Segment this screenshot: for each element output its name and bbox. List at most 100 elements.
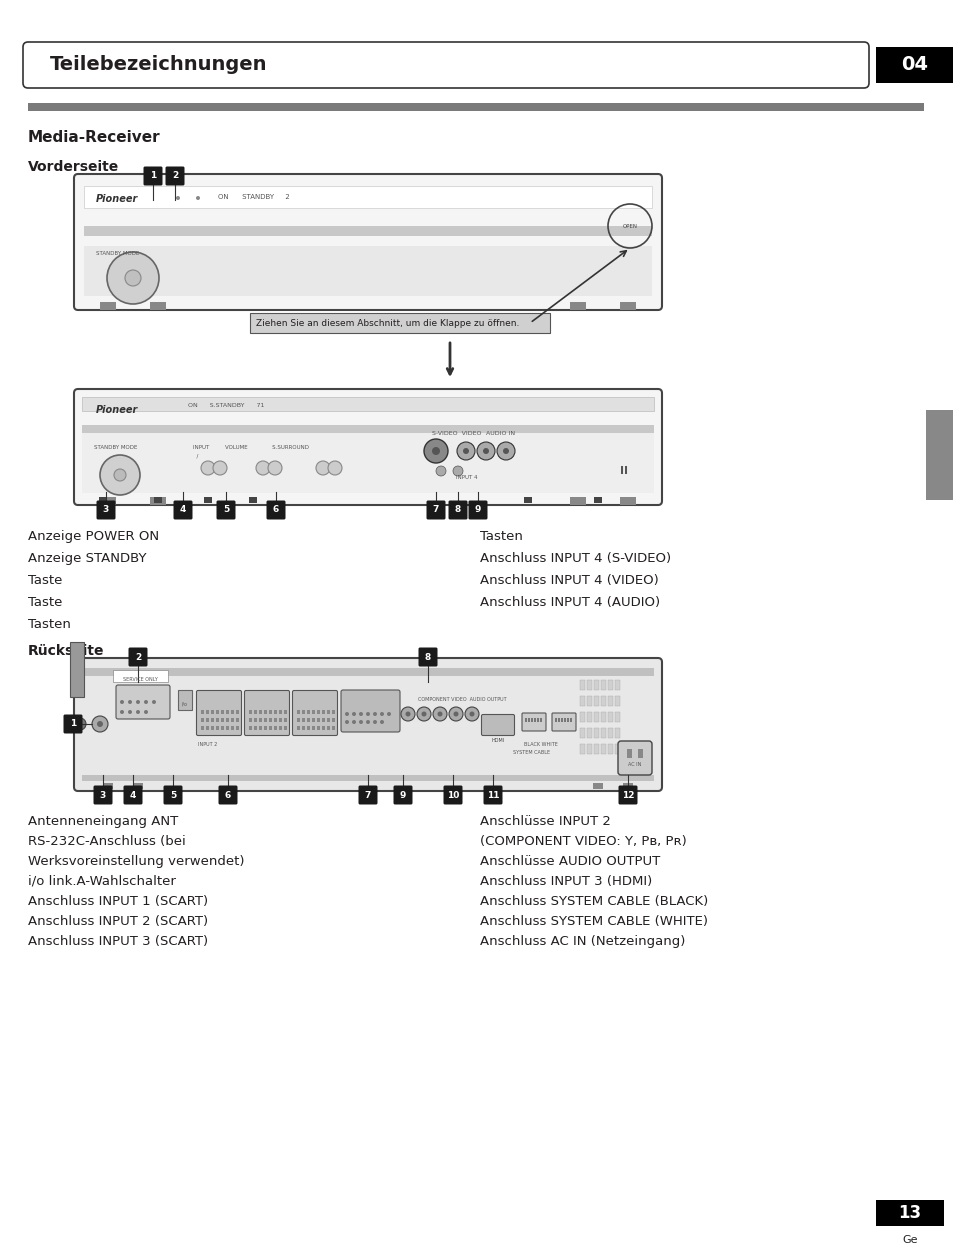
Circle shape <box>120 710 124 713</box>
Circle shape <box>315 461 330 476</box>
Circle shape <box>464 707 478 721</box>
Text: S-VIDEO  VIDEO: S-VIDEO VIDEO <box>432 431 481 436</box>
FancyBboxPatch shape <box>293 691 337 736</box>
FancyBboxPatch shape <box>618 786 637 804</box>
Bar <box>875 47 953 83</box>
Bar <box>221 718 224 722</box>
Bar <box>201 718 204 722</box>
Bar <box>269 710 272 713</box>
Bar <box>84 186 651 208</box>
Bar <box>82 774 654 781</box>
Circle shape <box>328 461 341 476</box>
Text: BLACK WHITE: BLACK WHITE <box>523 742 558 747</box>
Text: Anschluss INPUT 4 (AUDIO): Anschluss INPUT 4 (AUDIO) <box>479 596 659 609</box>
Bar <box>586 712 592 722</box>
FancyBboxPatch shape <box>552 713 576 731</box>
FancyBboxPatch shape <box>340 690 399 732</box>
Text: 11: 11 <box>486 791 498 799</box>
Bar <box>103 783 112 789</box>
Bar <box>619 497 636 505</box>
Text: Anzeige POWER ON: Anzeige POWER ON <box>28 530 159 543</box>
FancyBboxPatch shape <box>93 786 112 804</box>
Bar <box>600 680 605 690</box>
Bar <box>206 718 209 722</box>
Text: INPUT 2: INPUT 2 <box>198 742 217 747</box>
Bar <box>215 718 219 722</box>
Bar <box>231 710 233 713</box>
Text: Anschluss INPUT 3 (SCART): Anschluss INPUT 3 (SCART) <box>28 935 208 947</box>
Text: Pioneer: Pioneer <box>96 405 138 415</box>
FancyBboxPatch shape <box>218 786 237 804</box>
Circle shape <box>400 707 415 721</box>
Bar <box>569 303 585 310</box>
Text: 9: 9 <box>475 505 480 514</box>
Bar <box>150 497 166 505</box>
Bar <box>70 642 84 697</box>
Bar <box>615 712 619 722</box>
Bar <box>586 696 592 706</box>
Text: Taste: Taste <box>28 574 62 586</box>
FancyBboxPatch shape <box>74 174 661 310</box>
Bar <box>274 710 276 713</box>
Circle shape <box>416 707 431 721</box>
Bar <box>269 726 272 730</box>
Circle shape <box>120 700 124 703</box>
Bar <box>539 718 541 722</box>
Bar <box>231 718 233 722</box>
Bar <box>569 497 585 505</box>
Text: 3: 3 <box>103 505 109 514</box>
Text: Anschluss INPUT 3 (HDMI): Anschluss INPUT 3 (HDMI) <box>479 875 652 888</box>
Bar <box>327 726 330 730</box>
FancyBboxPatch shape <box>216 500 235 519</box>
Circle shape <box>456 442 475 459</box>
Bar <box>82 669 654 676</box>
Text: Pioneer: Pioneer <box>96 194 138 204</box>
Circle shape <box>366 720 370 725</box>
Circle shape <box>175 195 180 200</box>
Circle shape <box>453 711 458 717</box>
Bar <box>258 718 262 722</box>
Bar <box>235 710 239 713</box>
Bar <box>579 745 584 754</box>
Bar <box>296 726 299 730</box>
Bar <box>264 710 267 713</box>
Bar <box>626 749 631 758</box>
Bar <box>249 718 252 722</box>
Bar <box>594 712 598 722</box>
Text: STANDBY MODE: STANDBY MODE <box>94 444 137 449</box>
Bar <box>307 718 310 722</box>
Bar <box>269 718 272 722</box>
Bar <box>302 710 305 713</box>
Text: AC IN: AC IN <box>628 762 641 767</box>
Bar <box>594 728 598 738</box>
FancyBboxPatch shape <box>64 715 82 733</box>
Bar <box>563 718 565 722</box>
Text: 3: 3 <box>100 791 106 799</box>
Bar <box>615 696 619 706</box>
Circle shape <box>352 712 355 716</box>
Text: Anschluss SYSTEM CABLE (WHITE): Anschluss SYSTEM CABLE (WHITE) <box>479 915 707 928</box>
Circle shape <box>268 461 282 476</box>
Circle shape <box>423 439 448 463</box>
Bar <box>600 728 605 738</box>
Text: COMPONENT VIDEO  AUDIO OUTPUT: COMPONENT VIDEO AUDIO OUTPUT <box>417 697 506 702</box>
Bar <box>615 728 619 738</box>
Bar <box>84 247 651 296</box>
Text: 4: 4 <box>130 791 136 799</box>
Text: 2: 2 <box>172 172 178 181</box>
Bar <box>594 745 598 754</box>
Text: Anschluss INPUT 4 (S-VIDEO): Anschluss INPUT 4 (S-VIDEO) <box>479 552 670 565</box>
Bar <box>615 745 619 754</box>
Bar <box>215 710 219 713</box>
FancyBboxPatch shape <box>358 786 377 804</box>
Circle shape <box>437 711 442 717</box>
Bar <box>264 726 267 730</box>
Circle shape <box>476 442 495 459</box>
Bar <box>555 718 557 722</box>
Text: OPEN: OPEN <box>622 224 637 229</box>
Bar <box>206 726 209 730</box>
Circle shape <box>144 710 148 713</box>
Text: 04: 04 <box>901 56 927 75</box>
FancyBboxPatch shape <box>196 691 241 736</box>
Text: 10: 10 <box>446 791 458 799</box>
